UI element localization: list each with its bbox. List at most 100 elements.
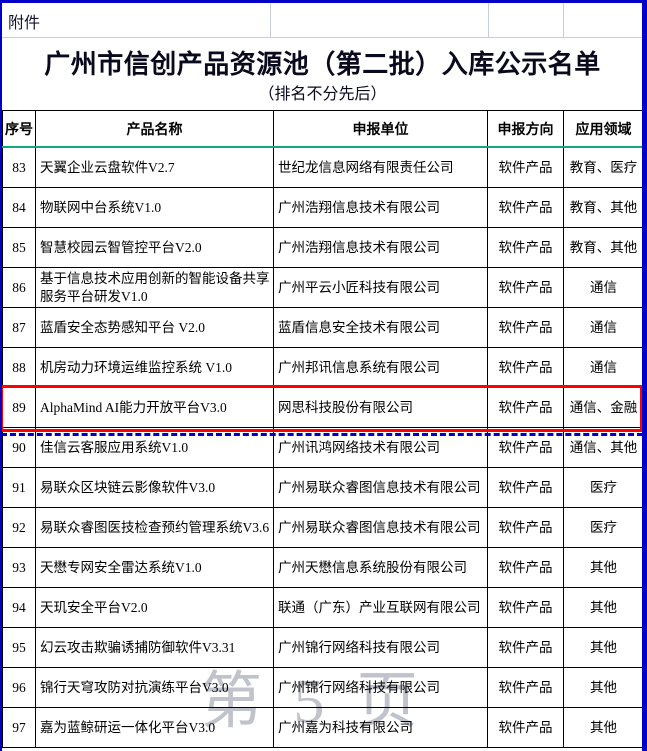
cell-field: 教育、其他 [563, 227, 644, 268]
cell-company: 广州易联众睿图信息技术有限公司 [273, 507, 488, 548]
table-row: 93 天懋专网安全雷达系统V1.0 广州天懋信息系统股份有限公司 软件产品 其他 [2, 547, 644, 588]
cell-direction: 软件产品 [487, 587, 564, 628]
spreadsheet-gridline-vertical [563, 3, 564, 37]
page-break-dashed-line [1, 433, 643, 436]
column-header: 产品名称 [35, 110, 274, 148]
table-row: 91 易联众区块链云影像软件V3.0 广州易联众睿图信息技术有限公司 软件产品 医疗 [2, 467, 644, 508]
window-border-top [0, 0, 647, 3]
cell-no: 91 [2, 467, 36, 508]
cell-product: 嘉为蓝鲸研运一体化平台V3.0 [35, 707, 274, 748]
table-body: 83 天翼企业云盘软件V2.7 世纪龙信息网络有限责任公司 软件产品 教育、医疗 84 物联… [2, 146, 644, 748]
cell-direction: 软件产品 [487, 507, 564, 548]
cell-no: 92 [2, 507, 36, 548]
cell-no: 95 [2, 627, 36, 668]
cell-company: 世纪龙信息网络有限责任公司 [273, 146, 488, 188]
cell-direction: 软件产品 [487, 707, 564, 748]
column-header: 应用领域 [563, 110, 644, 148]
cell-direction: 软件产品 [487, 267, 564, 308]
table-row: 87 蓝盾安全态势感知平台 V2.0 蓝盾信息安全技术有限公司 软件产品 通信 [2, 307, 644, 348]
cell-field: 其他 [563, 547, 644, 588]
cell-company: 广州嘉为科技有限公司 [273, 707, 488, 748]
table-row: 88 机房动力环境运维监控系统 V1.0 广州邦讯信息系统有限公司 软件产品 通信 [2, 347, 644, 388]
cell-product: 天玑安全平台V2.0 [35, 587, 274, 628]
cell-no: 83 [2, 146, 36, 188]
cell-product: 天翼企业云盘软件V2.7 [35, 146, 274, 188]
cell-company: 广州平云小匠科技有限公司 [273, 267, 488, 308]
cell-product: 易联众睿图医技检查预约管理系统V3.6 [35, 507, 274, 548]
cell-field: 医疗 [563, 507, 644, 548]
cell-company: 广州浩翔信息技术有限公司 [273, 227, 488, 268]
cell-field: 教育、医疗 [563, 146, 644, 188]
table-row: 96 锦行天穹攻防对抗演练平台V3.0 广州锦行网络科技有限公司 软件产品 其他 [2, 667, 644, 708]
cell-company: 广州天懋信息系统股份有限公司 [273, 547, 488, 588]
cell-direction: 软件产品 [487, 387, 564, 428]
cell-product: 锦行天穹攻防对抗演练平台V3.0 [35, 667, 274, 708]
cell-no: 88 [2, 347, 36, 388]
table-row: 86 基于信息技术应用创新的智能设备共享服务平台研发V1.0 广州平云小匠科技有限公… [2, 267, 644, 308]
column-header: 申报单位 [273, 110, 488, 148]
cell-product: 机房动力环境运维监控系统 V1.0 [35, 347, 274, 388]
cell-direction: 软件产品 [487, 467, 564, 508]
cell-direction: 软件产品 [487, 347, 564, 388]
cell-no: 96 [2, 667, 36, 708]
cell-no: 89 [2, 387, 36, 428]
cell-product: 智慧校园云智管控平台V2.0 [35, 227, 274, 268]
column-header: 序号 [2, 110, 36, 148]
cell-no: 84 [2, 187, 36, 228]
cell-direction: 软件产品 [487, 627, 564, 668]
cell-field: 通信 [563, 307, 644, 348]
cell-product: 蓝盾安全态势感知平台 V2.0 [35, 307, 274, 348]
table-row: 83 天翼企业云盘软件V2.7 世纪龙信息网络有限责任公司 软件产品 教育、医疗 [2, 146, 644, 188]
column-header: 申报方向 [487, 110, 564, 148]
table-row: 85 智慧校园云智管控平台V2.0 广州浩翔信息技术有限公司 软件产品 教育、其他 [2, 227, 644, 268]
cell-no: 86 [2, 267, 36, 308]
page-subtitle: （排名不分先后） [258, 86, 387, 103]
cell-field: 通信 [563, 347, 644, 388]
spreadsheet-gridline-vertical [488, 3, 489, 37]
spreadsheet-gridline-horizontal [0, 37, 647, 38]
cell-product: 基于信息技术应用创新的智能设备共享服务平台研发V1.0 [35, 267, 274, 308]
cell-company: 蓝盾信息安全技术有限公司 [273, 307, 488, 348]
page-title: 广州市信创产品资源池（第二批）入库公示名单 [44, 50, 601, 79]
cell-product: 幻云攻击欺骗诱捕防御软件V3.31 [35, 627, 274, 668]
product-table: 序号 产品名称 申报单位 申报方向 应用领域 83 天翼企业云盘软件V2.7 世纪龙信息网络… [2, 110, 644, 748]
cell-company: 联通（广东）产业互联网有限公司 [273, 587, 488, 628]
window-border-right [642, 0, 647, 751]
cell-product: AlphaMind AI能力开放平台V3.0 [35, 387, 274, 428]
cell-direction: 软件产品 [487, 667, 564, 708]
cell-no: 97 [2, 707, 36, 748]
cell-field: 其他 [563, 587, 644, 628]
cell-field: 医疗 [563, 467, 644, 508]
spreadsheet-gridline-vertical [270, 3, 271, 37]
cell-direction: 软件产品 [487, 227, 564, 268]
table-row: 92 易联众睿图医技检查预约管理系统V3.6 广州易联众睿图信息技术有限公司 软件产品… [2, 507, 644, 548]
table-row-highlighted: 89 AlphaMind AI能力开放平台V3.0 网思科技股份有限公司 软件产品 通信… [2, 387, 644, 428]
cell-company: 网思科技股份有限公司 [273, 387, 488, 428]
cell-direction: 软件产品 [487, 547, 564, 588]
cell-product: 易联众区块链云影像软件V3.0 [35, 467, 274, 508]
cell-field: 其他 [563, 707, 644, 748]
table-row: 94 天玑安全平台V2.0 联通（广东）产业互联网有限公司 软件产品 其他 [2, 587, 644, 628]
cell-direction: 软件产品 [487, 146, 564, 188]
cell-company: 广州锦行网络科技有限公司 [273, 627, 488, 668]
cell-no: 85 [2, 227, 36, 268]
cell-no: 94 [2, 587, 36, 628]
cell-no: 87 [2, 307, 36, 348]
window-border-left [0, 0, 2, 751]
cell-company: 广州浩翔信息技术有限公司 [273, 187, 488, 228]
table-row: 84 物联网中台系统V1.0 广州浩翔信息技术有限公司 软件产品 教育、其他 [2, 187, 644, 228]
cell-company: 广州锦行网络科技有限公司 [273, 667, 488, 708]
cell-company: 广州易联众睿图信息技术有限公司 [273, 467, 488, 508]
cell-product: 物联网中台系统V1.0 [35, 187, 274, 228]
attachment-label: 附件 [8, 15, 41, 32]
cell-product: 天懋专网安全雷达系统V1.0 [35, 547, 274, 588]
table-row: 97 嘉为蓝鲸研运一体化平台V3.0 广州嘉为科技有限公司 软件产品 其他 [2, 707, 644, 748]
cell-company: 广州邦讯信息系统有限公司 [273, 347, 488, 388]
cell-field: 通信 [563, 267, 644, 308]
cell-no: 93 [2, 547, 36, 588]
cell-field: 通信、金融 [563, 387, 644, 428]
cell-direction: 软件产品 [487, 187, 564, 228]
cell-direction: 软件产品 [487, 307, 564, 348]
cell-field: 教育、其他 [563, 187, 644, 228]
